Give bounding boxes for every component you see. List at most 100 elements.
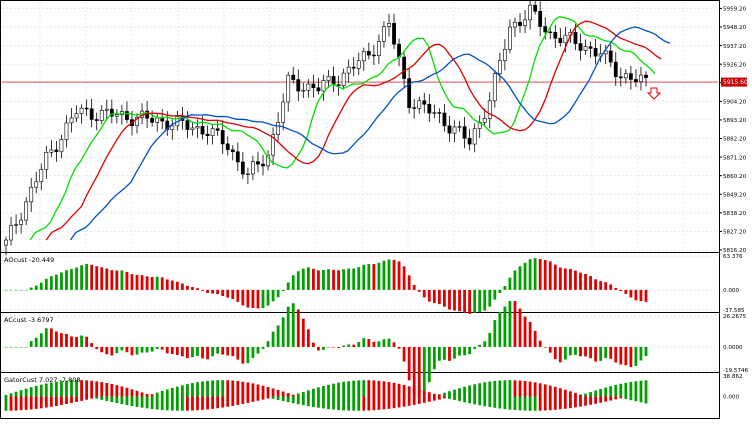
candle-body [618, 76, 623, 79]
ac-bar [251, 346, 255, 359]
candle-body [44, 152, 49, 170]
ao-bar [448, 289, 451, 310]
ao-bar [70, 269, 73, 290]
candle-body [528, 4, 532, 21]
gator-upper-bar [160, 391, 164, 397]
gator-upper-bar [155, 392, 159, 397]
gator-upper-bar [589, 392, 592, 397]
ac-bar [579, 346, 582, 357]
gator-upper-bar [90, 380, 94, 397]
candle-body [155, 117, 160, 123]
candle-body [639, 74, 643, 82]
ac-bar [9, 346, 13, 348]
ao-bar [49, 276, 53, 290]
gator-lower-bar [538, 396, 542, 411]
ao-bar [266, 289, 270, 306]
ac-bar [95, 346, 99, 350]
ao-histogram-layer [4, 258, 648, 314]
ac-bar [624, 346, 628, 366]
candle-body [266, 154, 270, 167]
gator-lower-bar [291, 396, 295, 404]
gator-upper-bar [105, 382, 109, 397]
ac-bar [372, 341, 376, 347]
ao-bar [599, 281, 603, 290]
candle-body [452, 126, 457, 134]
ao-bar [241, 289, 245, 306]
gator-lower-bar [110, 396, 114, 403]
gator-upper-bar [201, 381, 204, 397]
ao-bar [80, 265, 83, 290]
gator-upper-bar [130, 389, 134, 397]
gator-lower-bar [417, 396, 421, 404]
candle-body [351, 66, 356, 69]
ac-bar [574, 346, 577, 355]
ao-bar [327, 269, 330, 290]
gator-upper-bar [584, 393, 587, 397]
ao-bar [206, 289, 209, 294]
candle-body [623, 73, 628, 79]
gator-lower-bar [34, 396, 38, 409]
gator-lower-bar [448, 396, 451, 399]
ao-bar [574, 270, 577, 290]
candle-body [240, 161, 245, 175]
candle-body [563, 34, 568, 44]
ao-bar [150, 276, 154, 290]
candle-body [432, 112, 437, 114]
gator-tick-label: 38.862 [723, 374, 743, 380]
ac-bar [125, 346, 129, 353]
ac-bar [186, 346, 189, 359]
ac-bar [65, 333, 68, 347]
ac-bar [392, 342, 396, 347]
ao-bar [347, 268, 351, 290]
current-price-tag [721, 77, 747, 87]
ao-bar [604, 282, 608, 290]
ao-bar [579, 272, 582, 290]
gator-lower-bar [130, 396, 134, 407]
gator-upper-bar [110, 384, 114, 397]
candle-body [417, 100, 422, 109]
candle-body [210, 128, 215, 137]
ac-bar [206, 346, 209, 360]
gator-lower-bar [125, 396, 129, 406]
gator-upper-bar [498, 380, 502, 397]
ao-bar [100, 267, 104, 290]
ao-bar [468, 289, 472, 314]
candle-body [120, 111, 124, 116]
ac-bar [437, 346, 441, 361]
gator-upper-bar [352, 380, 356, 397]
price-tick-label: 5959.20 [723, 7, 747, 13]
ac-bar [402, 346, 406, 362]
gator-upper-bar [488, 381, 492, 397]
candle-body [4, 239, 8, 246]
gator-upper-bar [39, 384, 43, 397]
price-tick-label: 5827.20 [723, 230, 747, 236]
gator-upper-bar [387, 381, 391, 397]
candle-body [608, 50, 613, 63]
ac-bar [513, 301, 517, 347]
gator-upper-bar [574, 392, 577, 397]
gator-lower-bar [135, 396, 139, 407]
gator-upper-bar [453, 389, 456, 397]
gator-upper-bar [135, 390, 139, 397]
gator-upper-bar [49, 382, 53, 397]
gator-lower-bar [120, 396, 124, 405]
ao-bar [191, 287, 194, 290]
gator-upper-bar [377, 380, 381, 397]
gator-upper-bar [543, 384, 547, 397]
candle-body [79, 107, 84, 114]
candle-body [34, 181, 39, 188]
ac-bar [105, 346, 109, 355]
ao-bar [432, 289, 436, 303]
gator-upper-bar [150, 394, 154, 397]
gator-upper-bar [503, 380, 507, 397]
ac-bar [100, 346, 104, 353]
gator-upper-bar [95, 381, 99, 397]
jaw-line [69, 26, 671, 241]
gator-upper-bar [629, 381, 633, 397]
ao-bar [90, 264, 94, 290]
ao-bar [437, 289, 441, 305]
ao-bar [85, 263, 89, 290]
gator-upper-bar [397, 383, 401, 397]
ao-bar [563, 268, 567, 290]
ac-bar [85, 336, 89, 347]
